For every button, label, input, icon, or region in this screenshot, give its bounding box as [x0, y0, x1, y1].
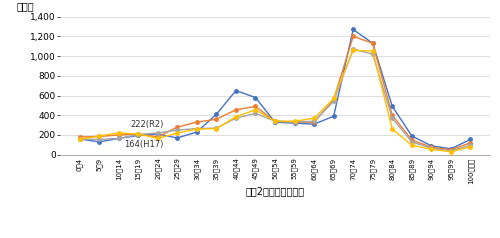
R2 — [194, 128, 200, 130]
H27 — [370, 53, 376, 55]
H17 — [370, 42, 376, 45]
H27 — [409, 140, 415, 143]
H22 — [252, 105, 258, 108]
X-axis label: 令和2年時点の年齢層: 令和2年時点の年齢層 — [246, 187, 304, 197]
H22 — [272, 120, 278, 123]
H17 — [76, 138, 82, 140]
H17 — [292, 122, 298, 124]
H17 — [330, 115, 336, 118]
R2 — [292, 120, 298, 123]
H22 — [214, 118, 220, 121]
H22 — [409, 139, 415, 141]
H27 — [194, 127, 200, 130]
H27 — [214, 127, 220, 129]
H22 — [330, 98, 336, 101]
H27 — [96, 138, 102, 141]
H22 — [428, 146, 434, 149]
H27 — [468, 144, 473, 147]
H27 — [233, 117, 239, 120]
Line: H27: H27 — [78, 47, 472, 153]
H22 — [292, 121, 298, 124]
H27 — [428, 147, 434, 150]
H27 — [135, 133, 141, 136]
H27 — [76, 138, 82, 140]
H17 — [116, 137, 121, 140]
H17 — [390, 105, 396, 108]
R2 — [409, 144, 415, 147]
H17 — [252, 96, 258, 99]
H22 — [154, 135, 160, 138]
R2 — [252, 109, 258, 111]
H27 — [252, 112, 258, 115]
Text: 222(R2): 222(R2) — [130, 120, 164, 129]
R2 — [370, 50, 376, 53]
H27 — [154, 132, 160, 134]
R2 — [76, 138, 82, 141]
H27 — [311, 120, 317, 123]
R2 — [96, 134, 102, 137]
H17 — [135, 134, 141, 137]
H17 — [96, 140, 102, 143]
Line: R2: R2 — [78, 49, 472, 154]
R2 — [448, 150, 454, 153]
H22 — [135, 133, 141, 135]
R2 — [468, 145, 473, 148]
H22 — [448, 148, 454, 151]
H27 — [116, 137, 121, 140]
H17 — [233, 89, 239, 92]
H22 — [174, 126, 180, 129]
R2 — [233, 115, 239, 118]
R2 — [428, 148, 434, 151]
R2 — [214, 127, 220, 130]
H22 — [390, 114, 396, 117]
H17 — [154, 133, 160, 135]
R2 — [272, 120, 278, 123]
H17 — [409, 134, 415, 137]
H22 — [116, 134, 121, 136]
Text: 164(H17): 164(H17) — [124, 140, 164, 149]
H17 — [311, 123, 317, 126]
Line: H17: H17 — [78, 28, 472, 150]
H27 — [174, 129, 180, 131]
R2 — [350, 49, 356, 52]
H22 — [233, 109, 239, 111]
H22 — [76, 135, 82, 138]
H17 — [214, 113, 220, 116]
Line: H22: H22 — [78, 35, 472, 152]
H17 — [350, 28, 356, 31]
H17 — [428, 144, 434, 147]
H22 — [468, 141, 473, 144]
H22 — [350, 35, 356, 38]
H17 — [448, 147, 454, 150]
H27 — [390, 117, 396, 120]
R2 — [174, 132, 180, 134]
H27 — [330, 100, 336, 103]
R2 — [311, 117, 317, 120]
H22 — [370, 42, 376, 45]
Y-axis label: （人）: （人） — [17, 1, 34, 11]
H27 — [448, 149, 454, 152]
H17 — [272, 121, 278, 124]
H27 — [350, 48, 356, 51]
H22 — [194, 121, 200, 124]
H27 — [292, 121, 298, 124]
R2 — [154, 137, 160, 140]
H22 — [311, 121, 317, 124]
H17 — [194, 131, 200, 134]
R2 — [135, 133, 141, 135]
R2 — [330, 97, 336, 100]
H17 — [468, 138, 473, 141]
H22 — [96, 135, 102, 138]
H27 — [272, 120, 278, 123]
H17 — [174, 137, 180, 139]
R2 — [390, 128, 396, 130]
R2 — [116, 131, 121, 134]
